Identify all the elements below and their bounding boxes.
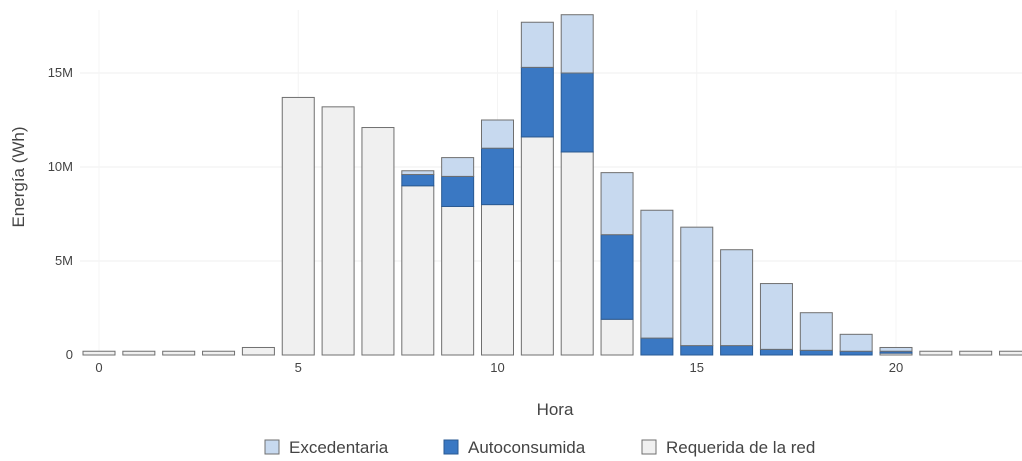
legend: Excedentaria Autoconsumida Requerida de … xyxy=(264,438,815,457)
bar-segment[interactable] xyxy=(122,350,156,356)
bars xyxy=(82,14,1022,356)
bar-segment[interactable] xyxy=(520,136,554,356)
x-tick-label: 20 xyxy=(889,360,903,375)
bar-segment[interactable] xyxy=(162,350,196,356)
tick-labels: 0 5M 10M 15M 0 5 10 15 20 xyxy=(48,65,904,375)
bar-segment[interactable] xyxy=(600,234,634,320)
bar-segment[interactable] xyxy=(839,333,873,352)
bar-segment[interactable] xyxy=(520,66,554,138)
x-axis-title: Hora xyxy=(537,400,574,419)
x-tick-label: 5 xyxy=(295,360,302,375)
bar-segment[interactable] xyxy=(680,345,714,356)
y-tick-label: 0 xyxy=(66,347,73,362)
bar-segment[interactable] xyxy=(441,175,475,207)
bar-segment[interactable] xyxy=(321,106,355,356)
x-tick-label: 0 xyxy=(95,360,102,375)
x-tick-label: 15 xyxy=(690,360,704,375)
bar-segment[interactable] xyxy=(600,318,634,356)
legend-swatch-requerida[interactable] xyxy=(641,439,657,455)
bar-segment[interactable] xyxy=(241,346,275,356)
bar-segment[interactable] xyxy=(82,350,116,356)
bar-segment[interactable] xyxy=(202,350,236,356)
bar-segment[interactable] xyxy=(799,312,833,351)
bar-segment[interactable] xyxy=(720,345,754,356)
legend-label-autoconsumida[interactable]: Autoconsumida xyxy=(468,438,586,457)
bar-segment[interactable] xyxy=(680,226,714,347)
bar-segment[interactable] xyxy=(879,346,913,352)
legend-swatch-autoconsumida[interactable] xyxy=(443,439,459,455)
bar-segment[interactable] xyxy=(401,185,435,356)
bar-segment[interactable] xyxy=(600,172,634,236)
bar-segment[interactable] xyxy=(441,157,475,177)
bar-segment[interactable] xyxy=(441,205,475,356)
legend-label-excedentaria[interactable]: Excedentaria xyxy=(289,438,389,457)
legend-swatch-excedentaria[interactable] xyxy=(264,439,280,455)
bar-segment[interactable] xyxy=(720,249,754,347)
bar-segment[interactable] xyxy=(361,127,395,356)
bar-segment[interactable] xyxy=(640,337,674,356)
bar-segment[interactable] xyxy=(999,350,1022,356)
bar-segment[interactable] xyxy=(481,147,514,206)
y-axis-title: Energía (Wh) xyxy=(9,126,28,227)
bar-segment[interactable] xyxy=(481,204,514,356)
y-tick-label: 5M xyxy=(55,253,73,268)
bar-segment[interactable] xyxy=(401,170,435,176)
bar-segment[interactable] xyxy=(759,283,793,350)
x-tick-label: 10 xyxy=(490,360,504,375)
bar-segment[interactable] xyxy=(560,14,594,74)
bar-segment[interactable] xyxy=(401,174,435,187)
bar-segment[interactable] xyxy=(799,349,833,356)
bar-segment[interactable] xyxy=(520,21,554,68)
legend-label-requerida[interactable]: Requerida de la red xyxy=(666,438,815,457)
bar-segment[interactable] xyxy=(281,96,315,356)
bar-segment[interactable] xyxy=(759,348,793,356)
bar-segment[interactable] xyxy=(560,72,594,153)
y-tick-label: 10M xyxy=(48,159,73,174)
bar-segment[interactable] xyxy=(481,119,514,149)
bar-segment[interactable] xyxy=(919,350,953,356)
y-tick-label: 15M xyxy=(48,65,73,80)
bar-segment[interactable] xyxy=(839,350,873,356)
bar-segment[interactable] xyxy=(959,350,993,356)
bar-segment[interactable] xyxy=(560,151,594,356)
bar-segment[interactable] xyxy=(640,209,674,339)
